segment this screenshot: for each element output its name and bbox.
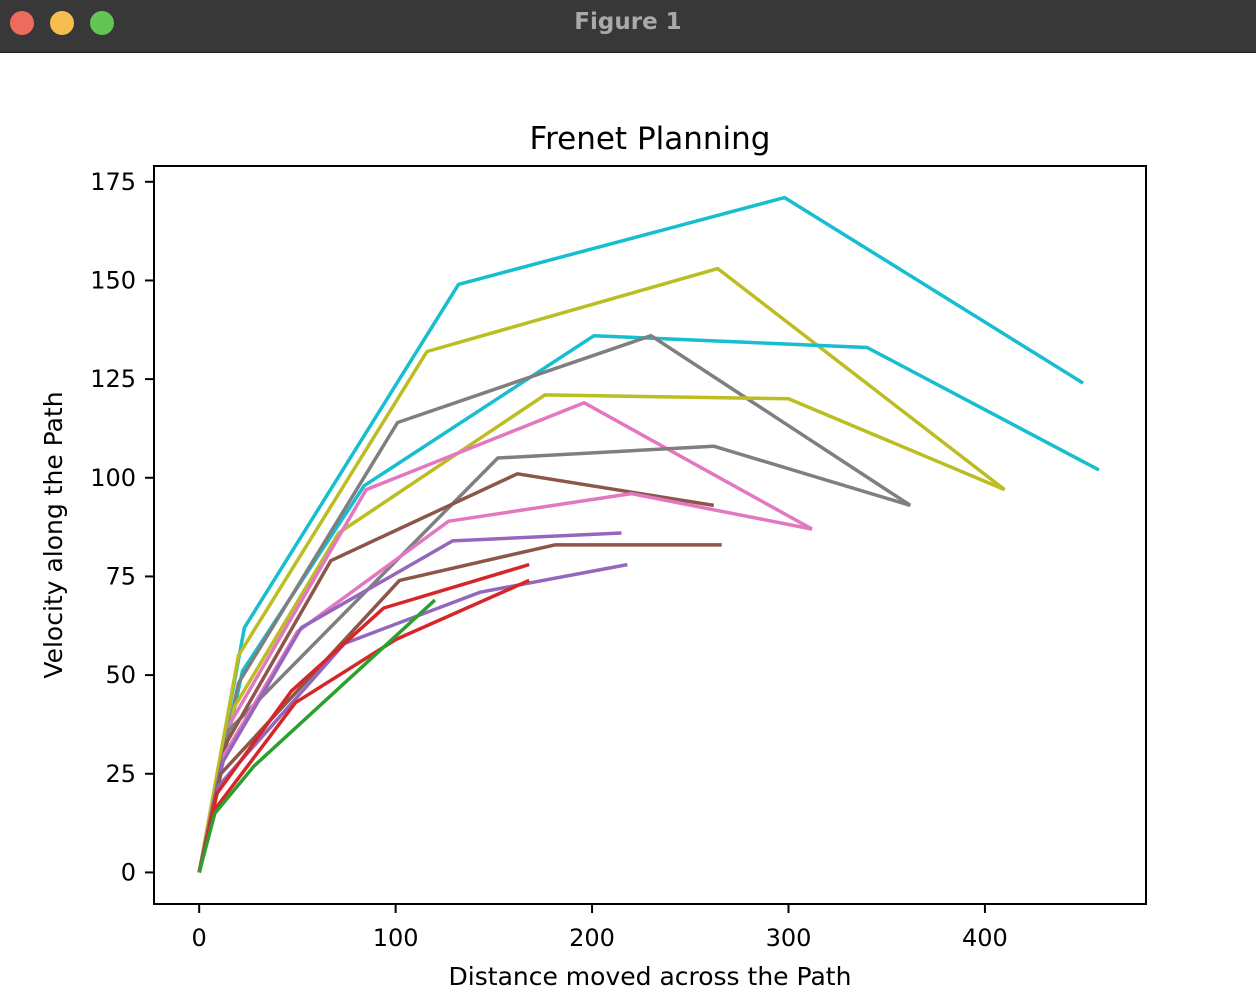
series-line-10 (197, 531, 622, 873)
ticks-layer: 0 100 200 300 400 0 25 50 75 100 125 150 175 (90, 168, 1008, 952)
line-chart: Frenet Planning 0 100 200 300 400 0 25 50 75 100 1… (39, 121, 1147, 991)
window-titlebar: Figure 1 (0, 0, 1256, 53)
x-tick-label: 0 (192, 924, 207, 952)
y-tick-label: 150 (90, 266, 136, 294)
y-axis-label: Velocity along the Path (39, 391, 68, 678)
y-tick-label: 0 (121, 858, 136, 886)
series-layer (197, 195, 1100, 873)
y-tick-label: 100 (90, 464, 136, 492)
axes-frame (153, 165, 1147, 905)
series-line-7 (197, 444, 911, 873)
y-tick-label: 50 (105, 661, 136, 689)
x-tick-label: 200 (569, 924, 615, 952)
window-title: Figure 1 (574, 9, 682, 35)
series-line-15 (197, 598, 437, 873)
x-axis-label: Distance moved across the Path (449, 962, 852, 991)
y-tick-label: 125 (90, 365, 136, 393)
x-tick-label: 400 (962, 924, 1008, 952)
y-tick-label: 25 (105, 760, 136, 788)
minimize-window-button[interactable] (50, 11, 74, 35)
x-tick-label: 100 (373, 924, 419, 952)
series-line-6 (197, 401, 813, 873)
series-line-12 (197, 562, 628, 873)
close-window-button[interactable] (10, 11, 34, 35)
y-tick-label: 75 (105, 562, 136, 590)
chart-title: Frenet Planning (530, 121, 771, 157)
y-tick-label: 175 (90, 168, 136, 196)
series-line-5 (197, 393, 1006, 873)
maximize-window-button[interactable] (90, 11, 114, 35)
x-tick-label: 300 (766, 924, 812, 952)
series-line-2 (197, 266, 1006, 873)
figure-canvas: Frenet Planning 0 100 200 300 400 0 25 50 75 100 1… (0, 52, 1256, 1004)
